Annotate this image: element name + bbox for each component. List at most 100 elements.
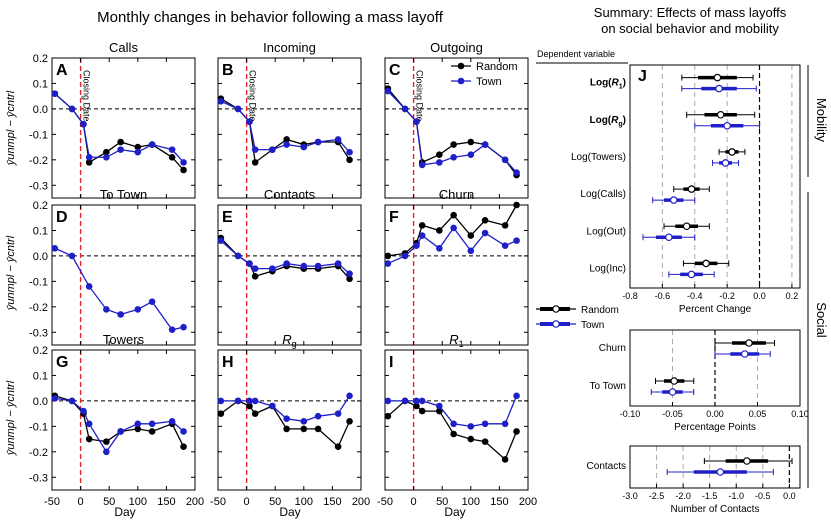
legend-marker bbox=[457, 77, 465, 85]
y-tick-label: 0.1 bbox=[33, 370, 48, 382]
data-point-town bbox=[418, 161, 426, 169]
panel-letter: C bbox=[389, 62, 401, 79]
y-tick-label: -0.3 bbox=[29, 180, 48, 192]
x-tick-label: 0.05 bbox=[749, 409, 767, 419]
estimate-marker-town bbox=[721, 159, 730, 167]
data-point-random bbox=[467, 138, 475, 146]
data-point-town bbox=[346, 270, 353, 278]
panel-frame bbox=[217, 57, 362, 199]
panel-title: Rg bbox=[282, 332, 296, 349]
data-point-town bbox=[314, 138, 322, 146]
x-tick-label: -2.5 bbox=[649, 491, 665, 501]
data-point-random bbox=[436, 407, 443, 415]
data-point-town bbox=[501, 420, 509, 428]
data-point-random bbox=[436, 227, 443, 234]
group-label-mobility: Mobility bbox=[814, 98, 829, 143]
y-tick-label: -0.1 bbox=[29, 129, 48, 141]
data-point-town bbox=[314, 412, 322, 420]
x-tick-label: -0.2 bbox=[719, 291, 735, 301]
data-point-town bbox=[481, 229, 489, 237]
x-tick-label: -0.6 bbox=[655, 291, 671, 301]
estimate-marker-random bbox=[713, 73, 722, 82]
y-tick-label: 0.0 bbox=[33, 104, 48, 116]
y-tick-label: 0.2 bbox=[33, 200, 48, 212]
data-point-town bbox=[314, 262, 322, 270]
estimate-marker-town bbox=[715, 84, 723, 93]
data-point-town bbox=[283, 415, 290, 423]
data-point-random bbox=[346, 275, 353, 283]
data-point-random bbox=[346, 156, 353, 164]
panel-frame bbox=[629, 445, 801, 489]
data-point-town bbox=[180, 159, 187, 166]
y-tick-label: -0.2 bbox=[29, 447, 48, 459]
data-point-random bbox=[251, 272, 259, 280]
panel-letter: J bbox=[638, 68, 647, 85]
series-line-random bbox=[220, 400, 351, 448]
data-point-town bbox=[234, 252, 242, 260]
data-point-town bbox=[300, 417, 308, 425]
x-tick-label: 100 bbox=[295, 496, 313, 508]
dependent-variable-label: Dependent variable bbox=[537, 49, 615, 59]
data-point-town bbox=[346, 148, 353, 156]
panel-F: F Churn bbox=[384, 187, 529, 346]
data-point-random bbox=[117, 138, 124, 146]
data-point-town bbox=[117, 311, 124, 318]
y-tick-label: 0.1 bbox=[33, 225, 48, 237]
x-axis-label-left: Day bbox=[114, 505, 135, 519]
x-tick-label: 0.2 bbox=[786, 291, 799, 301]
summary-legend-marker-random bbox=[552, 305, 560, 313]
estimate-marker-random bbox=[702, 259, 710, 268]
x-tick-label: 50 bbox=[103, 496, 115, 508]
x-tick-label: -1.5 bbox=[702, 491, 718, 501]
data-point-town bbox=[117, 428, 124, 435]
data-point-town bbox=[148, 420, 156, 428]
x-tick-label: 100 bbox=[462, 496, 480, 508]
y-tick-label: -0.3 bbox=[29, 327, 48, 339]
data-point-town bbox=[501, 242, 509, 250]
data-point-random bbox=[134, 425, 142, 433]
data-point-random bbox=[501, 456, 509, 463]
summary-legend-marker-town bbox=[552, 320, 560, 328]
data-point-random bbox=[513, 201, 520, 209]
row-label: Log(Out) bbox=[587, 226, 626, 237]
x-tick-label: -0.05 bbox=[662, 409, 683, 419]
data-point-town bbox=[450, 224, 457, 232]
data-point-town bbox=[467, 151, 475, 159]
panel-frame bbox=[629, 64, 801, 289]
x-tick-label: 50 bbox=[269, 496, 281, 508]
row-label: Contacts bbox=[587, 461, 626, 472]
data-point-town bbox=[384, 397, 392, 405]
row-label: Log(Towers) bbox=[571, 152, 626, 163]
data-point-town bbox=[68, 252, 76, 260]
data-point-town bbox=[269, 402, 276, 410]
series-line-random bbox=[54, 395, 185, 448]
data-point-town bbox=[246, 397, 253, 405]
row-label: Churn bbox=[599, 343, 626, 354]
data-point-town bbox=[346, 392, 353, 400]
data-point-random bbox=[450, 430, 457, 438]
estimate-marker-town bbox=[669, 196, 678, 204]
estimate-marker-town bbox=[668, 388, 677, 396]
data-point-town bbox=[334, 410, 342, 417]
panel-J: -0.8 -0.6 -0.4 -0.2 0.0 0.2 Percent Change J Log… bbox=[571, 64, 801, 315]
y-tick-label: -0.2 bbox=[29, 155, 48, 167]
data-point-random bbox=[300, 425, 308, 433]
data-point-random bbox=[251, 410, 259, 417]
summary-title-line1: Summary: Effects of mass layoffs bbox=[594, 5, 787, 20]
series-line-town bbox=[387, 226, 517, 265]
closing-date-label: Closing Date bbox=[248, 70, 258, 122]
data-point-random bbox=[467, 435, 475, 443]
panel-frame bbox=[629, 329, 801, 407]
data-point-random bbox=[103, 438, 110, 445]
data-point-random bbox=[481, 216, 489, 224]
data-point-town bbox=[384, 260, 392, 267]
y-tick-label: -0.3 bbox=[29, 472, 48, 484]
x-tick-label: -1.0 bbox=[728, 491, 744, 501]
data-point-town bbox=[246, 260, 253, 267]
y-tick-label: -0.1 bbox=[29, 276, 48, 288]
panel-G: G Towers 0.2 0.1 0.0 -0.1 -0.2 -0.3 -50 0 50 100 150… bbox=[29, 332, 204, 508]
y-axis-label-1: ȳunmpl − ȳcntrl bbox=[5, 90, 17, 166]
row-label: Log(Calls) bbox=[580, 189, 626, 200]
data-point-town bbox=[418, 397, 426, 405]
data-point-random bbox=[450, 211, 457, 219]
